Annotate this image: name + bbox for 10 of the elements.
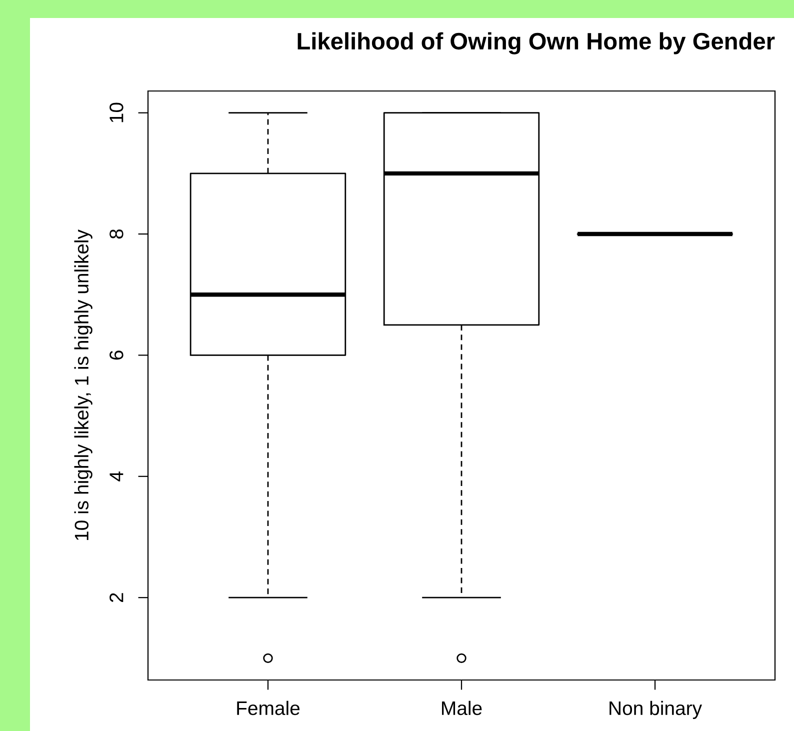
y-axis-title: 10 is highly likely, 1 is highly unlikely [74,230,92,540]
y-tick-label: 2 [110,593,124,602]
chart-title: Likelihood of Owing Own Home by Gender [298,32,775,54]
x-tick-label: Female [237,700,300,716]
x-tick-label: Non binary [610,700,702,719]
y-tick-label: 8 [110,229,124,239]
x-tick-label: Male [442,700,482,716]
y-tick-label: 10 [110,102,124,122]
y-tick-label: 4 [110,472,124,482]
y-tick-label: 6 [110,350,124,360]
